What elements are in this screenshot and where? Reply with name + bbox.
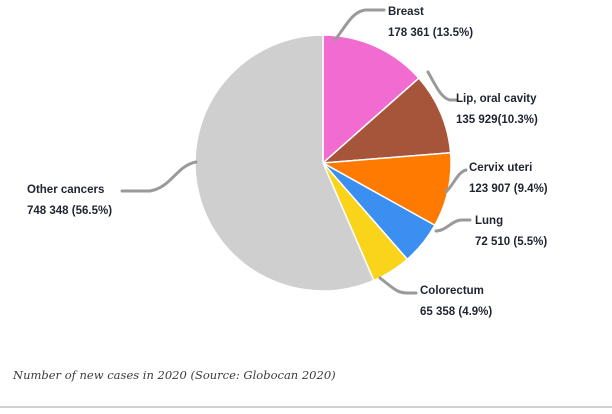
- slice-value-cervix-uteri: 123 907 (9.4%): [469, 183, 548, 195]
- slice-value-colorectum: 65 358 (4.9%): [420, 306, 493, 318]
- slice-value-lung: 72 510 (5.5%): [475, 236, 548, 248]
- figure-caption: Number of new cases in 2020 (Source: Glo…: [13, 368, 336, 382]
- slice-name-lung: Lung: [475, 215, 504, 227]
- slice-name-breast: Breast: [388, 6, 424, 18]
- leader-line-lip-oral-cavity: [426, 70, 458, 102]
- label-other-cancers: Other cancers 748 348 (56.5%): [27, 180, 112, 222]
- pie-slice-breast: [322, 34, 420, 165]
- pie-chart-svg: [120, 8, 472, 295]
- label-lip-oral-cavity: Lip, oral cavity 135 929(10.3%): [456, 89, 538, 131]
- label-breast: Breast 178 361 (13.5%): [388, 2, 473, 44]
- leader-line-colorectum: [378, 276, 418, 295]
- leader-line-cervix-uteri: [444, 168, 468, 194]
- slice-name-lip-oral-cavity: Lip, oral cavity: [456, 93, 537, 105]
- leader-line-lung: [434, 218, 472, 233]
- slice-value-other-cancers: 748 348 (56.5%): [27, 205, 113, 217]
- slice-name-colorectum: Colorectum: [420, 285, 484, 297]
- slice-name-other-cancers: Other cancers: [27, 184, 105, 196]
- label-colorectum: Colorectum 65 358 (4.9%): [420, 281, 492, 323]
- label-lung: Lung 72 510 (5.5%): [475, 211, 547, 253]
- slice-name-cervix-uteri: Cervix uteri: [469, 162, 533, 174]
- leader-line-breast: [333, 8, 386, 42]
- divider: [0, 406, 612, 408]
- slice-value-breast: 178 361 (13.5%): [388, 27, 474, 39]
- label-cervix-uteri: Cervix uteri 123 907 (9.4%): [469, 158, 548, 200]
- pie-slice-other-cancers: [194, 34, 375, 292]
- leader-line-other-cancers: [120, 160, 198, 193]
- pie-slice-lip-oral-cavity: [320, 77, 452, 164]
- slice-value-lip-oral-cavity: 135 929(10.3%): [456, 114, 538, 126]
- pie-chart: Breast 178 361 (13.5%) Lip, oral cavity …: [27, 2, 548, 323]
